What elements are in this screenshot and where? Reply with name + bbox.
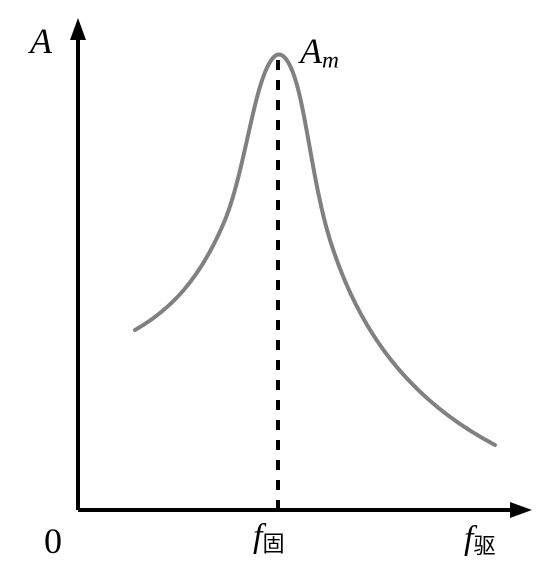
resonance-curve [135, 55, 495, 446]
chart-svg [0, 0, 543, 586]
x-axis-label: f驱 [464, 520, 496, 560]
peak-label-sub: m [322, 48, 339, 74]
xtick-sub: 固 [262, 531, 284, 556]
origin-label: 0 [44, 520, 62, 562]
y-axis-arrow [70, 18, 86, 40]
y-axis-label: A [30, 20, 52, 62]
peak-label-main: A [300, 31, 322, 71]
resonance-chart: A Am 0 f固 f驱 [0, 0, 543, 586]
x-label-sub: 驱 [473, 533, 495, 558]
x-tick-natural-freq: f固 [253, 518, 285, 558]
peak-amplitude-label: Am [300, 30, 339, 75]
x-axis-arrow [510, 502, 532, 518]
